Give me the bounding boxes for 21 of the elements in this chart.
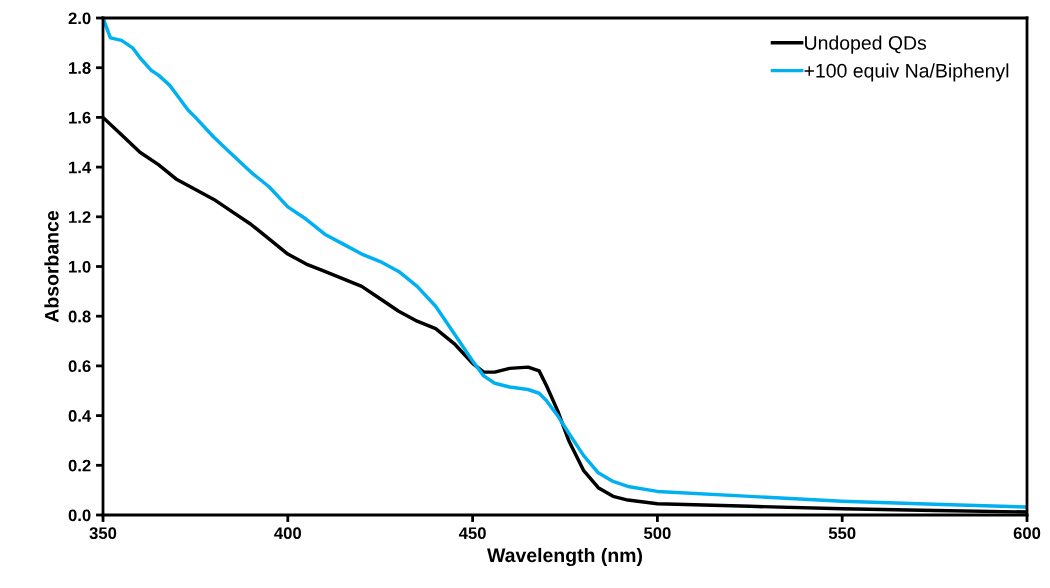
y-tick-label: 1.6 (69, 111, 91, 124)
x-tick-label: 600 (1013, 527, 1041, 540)
x-tick-label: 400 (274, 527, 302, 540)
x-tick-label: 350 (89, 527, 117, 540)
y-axis-title: Absorbance (44, 210, 59, 323)
x-axis-title: Wavelength (nm) (487, 547, 642, 567)
y-tick-label: 1.8 (69, 62, 91, 74)
x-tick-label: 450 (458, 527, 486, 540)
legend-label: Undoped QDs (805, 35, 927, 54)
y-tick-label: 2.0 (68, 12, 91, 25)
x-tick-label: 550 (828, 527, 856, 540)
x-tick-label: 500 (644, 527, 671, 540)
y-tick-label: 0.4 (68, 410, 92, 422)
legend-label: +100 equiv Na/Biphenyl (804, 63, 1009, 82)
y-tick-label: 0.0 (68, 509, 91, 522)
y-tick-label: 0.8 (68, 310, 91, 323)
y-tick-label: 0.6 (68, 360, 91, 373)
y-tick-label: 0.2 (68, 459, 91, 472)
y-tick-label: 1.2 (69, 211, 91, 223)
y-tick-label: 1.0 (69, 260, 91, 273)
y-tick-label: 1.4 (69, 161, 92, 174)
